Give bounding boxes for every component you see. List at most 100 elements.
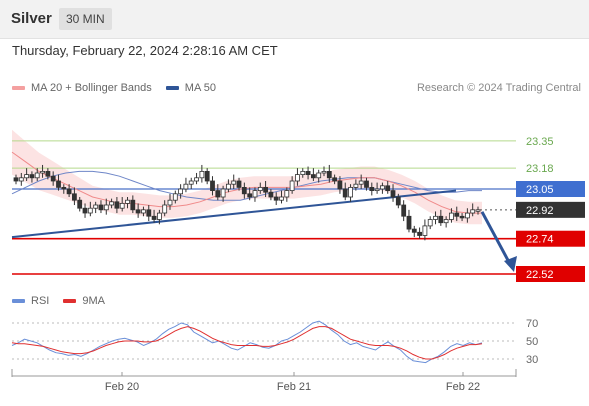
candle-body [40,170,45,174]
candle-body [151,215,157,220]
legend-label-ma50: MA 50 [184,82,216,94]
candle-body [109,201,114,206]
projection-arrow-head [504,256,517,272]
candle-body [411,228,417,233]
symbol-title: Silver [11,10,52,27]
candle-body [56,180,61,188]
candle-body [417,231,423,236]
projection-arrow-line [480,211,512,265]
rsi-legend: RSI 9MA [12,295,119,307]
candle-body [204,170,210,182]
candle-body [374,188,380,192]
candle-body [321,170,327,174]
candle-body [236,180,242,188]
candle-body [225,183,231,190]
legend-item-ma50: MA 50 [165,82,216,94]
candle-body [140,209,146,214]
level-label-0: 23.35 [526,136,554,148]
candle-body [326,170,332,179]
candle-body [422,225,428,236]
candle-body [279,196,284,201]
candle-body [188,180,194,185]
candle-body [364,180,369,188]
rsi-tick-label-50: 50 [526,336,538,348]
candle-body [178,188,184,195]
candle-body [199,170,205,179]
candle-body [459,215,465,219]
candle-body [401,204,407,217]
chart-datetime: Thursday, February 22, 2024 2:28:16 AM C… [12,43,278,58]
level-box-3 [516,201,585,218]
rsi-tick-label-70: 70 [526,318,538,330]
ma50-line [11,170,482,201]
candle-body [395,196,401,206]
level-box-2 [516,181,585,197]
candle-body [172,193,178,201]
level-box-4 [516,230,585,247]
candle-body [93,204,99,209]
candle-body [448,212,454,220]
level-label-3: 22.92 [526,205,554,217]
candle-body [29,174,35,179]
candle-body [50,175,56,182]
candle-body [406,215,412,230]
candle-body [119,202,125,209]
candle-body [369,186,375,191]
candle-body [156,212,162,220]
candle-body [61,186,67,190]
x-tick-label-0: Feb 20 [105,381,139,393]
copyright-text: Research © 2024 Trading Central [416,82,581,94]
legend-swatch-9ma [63,299,77,303]
candle-body [18,177,24,182]
candle-body [66,188,72,195]
candle-body [305,170,311,175]
legend-item-9ma: 9MA [63,295,105,307]
level-box-5 [516,266,585,282]
candle-body [263,186,269,193]
candle-body [273,196,279,201]
candle-body [337,180,343,190]
legend-item-ma20: MA 20 + Bollinger Bands [12,82,152,94]
legend-label-ma20: MA 20 + Bollinger Bands [31,82,152,94]
candle-body [82,207,88,214]
candle-body [114,201,120,209]
trend-line [11,189,457,239]
legend-item-rsi: RSI [12,295,49,307]
candle-body [215,190,221,198]
level-label-5: 22.52 [526,269,554,281]
candle-body [353,183,359,188]
candle-body [146,209,152,217]
candle-body [284,190,290,198]
bollinger-band [12,129,482,225]
x-tick-label-1: Feb 21 [277,381,311,393]
legend-swatch-rsi [12,299,25,303]
candle-body [77,199,83,209]
candle-body [268,191,274,198]
candle-body [162,204,168,214]
candle-body [24,174,30,179]
legend-label-9ma: 9MA [82,295,105,307]
candle-body [257,186,263,191]
candle-body [130,199,136,211]
interval-button[interactable]: 30 MIN [59,8,112,30]
candle-body [289,180,295,192]
candle-body [34,172,40,179]
candle-body [427,219,433,227]
candle-body [379,185,385,190]
candle-body [98,204,104,211]
candle-body [464,212,470,219]
candle-body [87,207,93,214]
level-label-2: 23.05 [526,184,554,196]
candle-body [13,177,19,182]
candle-body [135,209,141,214]
candle-body [103,204,109,211]
candle-body [342,188,348,198]
chart-header: Silver 30 MIN [0,0,589,39]
rsi-tick-label-30: 30 [526,354,538,366]
candle-body [348,186,354,198]
candle-body [385,185,391,192]
candle-body [454,212,460,217]
price-legend: MA 20 + Bollinger Bands MA 50 [12,82,230,94]
candle-body [358,180,364,185]
